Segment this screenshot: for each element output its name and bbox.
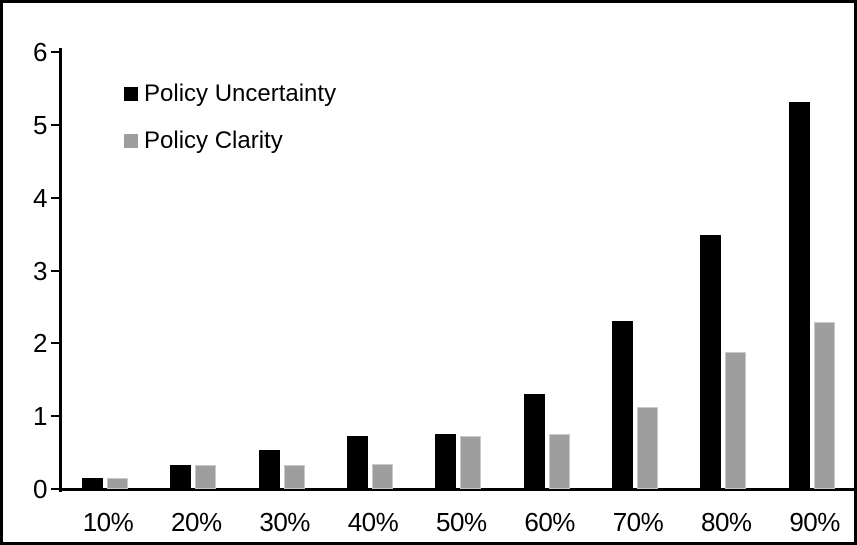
legend-item-policy-uncertainty: Policy Uncertainty [124,80,336,108]
bar-policy-clarity-80pct [725,352,747,489]
bar-policy-clarity-10pct [107,478,128,489]
y-axis-tick-label-4: 4 [33,182,47,213]
legend-swatch-policy-clarity [124,134,138,148]
y-axis-tick-1 [51,415,60,418]
bar-policy-uncertainty-90pct [788,101,810,489]
x-axis-category-label-10pct: 10% [82,507,134,537]
bar-policy-uncertainty-40pct [346,435,368,489]
bar-policy-uncertainty-70pct [611,321,633,489]
legend: Policy Uncertainty Policy Clarity [124,80,336,174]
y-axis-tick-label-5: 5 [33,109,47,140]
legend-item-policy-clarity: Policy Clarity [124,127,336,155]
y-axis-tick-3 [51,269,60,272]
bar-policy-uncertainty-30pct [258,450,280,489]
y-axis-tick-label-6: 6 [33,37,47,67]
bar-policy-uncertainty-10pct [82,478,103,489]
x-axis-category-label-40pct: 40% [347,507,399,537]
bar-policy-clarity-40pct [371,463,393,489]
bar-policy-clarity-20pct [195,464,217,489]
x-axis-category-label-70pct: 70% [612,507,664,537]
x-axis-category-label-90pct: 90% [789,507,840,537]
bar-policy-clarity-60pct [548,434,570,489]
y-axis-tick-label-1: 1 [33,401,47,432]
bar-policy-uncertainty-60pct [523,394,545,489]
x-axis-category-label-30pct: 30% [259,507,310,537]
bar-policy-clarity-50pct [460,435,482,489]
x-axis-line [59,488,854,491]
y-axis-tick-0 [51,488,60,490]
bar-policy-clarity-90pct [813,322,835,489]
y-axis-tick-5 [51,123,60,126]
bar-policy-clarity-70pct [636,406,658,489]
legend-label-policy-uncertainty: Policy Uncertainty [144,80,337,107]
y-axis-tick-label-0: 0 [33,474,47,504]
bar-policy-clarity-30pct [283,464,305,489]
bar-policy-uncertainty-50pct [435,434,457,489]
y-axis-tick-label-2: 2 [33,328,47,359]
x-axis-category-label-60pct: 60% [524,507,575,537]
x-axis-category-label-20pct: 20% [171,507,222,537]
x-axis-category-label-50pct: 50% [436,507,487,537]
legend-label-policy-clarity: Policy Clarity [144,127,283,154]
y-axis-tick-2 [51,342,60,345]
bar-policy-uncertainty-80pct [700,234,722,489]
bar-policy-uncertainty-20pct [170,464,192,489]
legend-swatch-policy-uncertainty [124,87,138,101]
x-axis-category-label-80pct: 80% [701,507,752,537]
y-axis-tick-6 [51,51,60,53]
y-axis-tick-4 [51,196,60,199]
y-axis-line [59,48,62,492]
y-axis-tick-label-3: 3 [33,255,47,286]
